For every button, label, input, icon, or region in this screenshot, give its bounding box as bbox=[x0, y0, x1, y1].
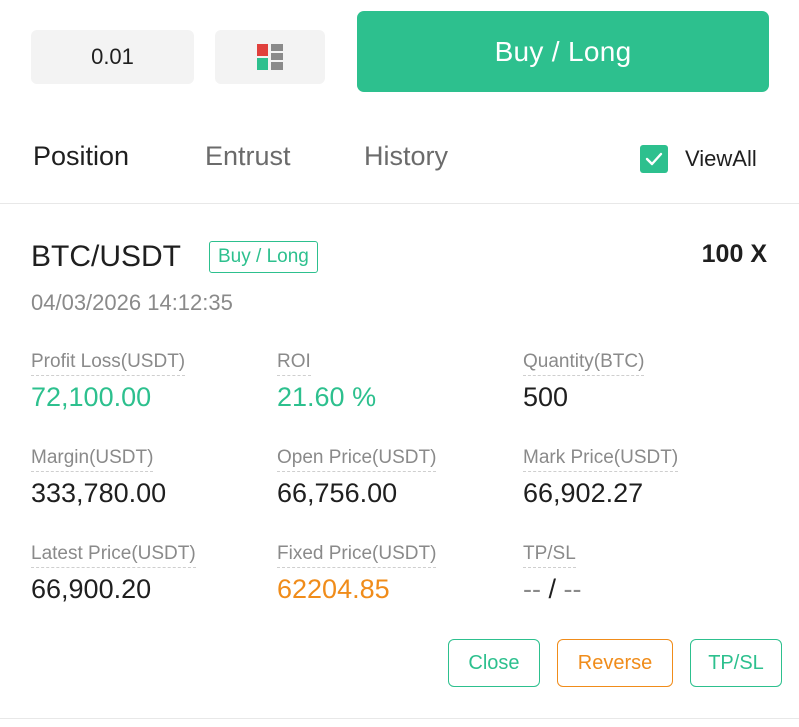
position-pair: BTC/USDT bbox=[31, 240, 181, 273]
tpsl-button[interactable]: TP/SL bbox=[690, 639, 782, 687]
view-all-toggle[interactable]: ViewAll bbox=[640, 144, 757, 174]
stat-value: 66,900.20 bbox=[31, 574, 152, 604]
leverage-value: 100 X bbox=[701, 240, 767, 268]
stat-label: Mark Price(USDT) bbox=[523, 447, 679, 472]
stat-value: 66,756.00 bbox=[277, 478, 398, 508]
quantity-input[interactable]: 0.01 bbox=[31, 30, 194, 84]
reverse-position-button[interactable]: Reverse bbox=[557, 639, 673, 687]
stat-value: 72,100.00 bbox=[31, 382, 152, 412]
tab-entrust[interactable]: Entrust bbox=[205, 141, 291, 171]
stat-label: Fixed Price(USDT) bbox=[277, 543, 437, 568]
stat-latest-price: Latest Price(USDT) 66,900.20 bbox=[31, 543, 196, 605]
checkmark-icon bbox=[645, 152, 663, 166]
stat-profit-loss: Profit Loss(USDT) 72,100.00 bbox=[31, 351, 186, 413]
stat-value: -- / -- bbox=[523, 574, 582, 605]
buy-long-button[interactable]: Buy / Long bbox=[357, 11, 769, 92]
stat-value: 62204.85 bbox=[277, 574, 390, 604]
tab-history[interactable]: History bbox=[364, 141, 449, 171]
stat-value: 500 bbox=[523, 382, 569, 412]
close-position-button[interactable]: Close bbox=[448, 639, 540, 687]
stat-label: Profit Loss(USDT) bbox=[31, 351, 186, 376]
stat-roi: ROI 21.60 % bbox=[277, 351, 376, 413]
order-book-layout-button[interactable] bbox=[215, 30, 325, 84]
stat-label: Margin(USDT) bbox=[31, 447, 154, 472]
stat-tpsl: TP/SL -- / -- bbox=[523, 543, 582, 605]
stat-label: Latest Price(USDT) bbox=[31, 543, 196, 568]
sl-value: -- bbox=[563, 574, 582, 604]
stat-label: Quantity(BTC) bbox=[523, 351, 645, 376]
stat-label: ROI bbox=[277, 351, 311, 376]
stat-value: 333,780.00 bbox=[31, 478, 167, 508]
tp-value: -- bbox=[523, 574, 541, 604]
order-book-layout-icon bbox=[257, 44, 283, 70]
stat-value: 66,902.27 bbox=[523, 478, 644, 508]
tpsl-separator: / bbox=[548, 574, 557, 604]
stat-label: Open Price(USDT) bbox=[277, 447, 437, 472]
position-side-badge: Buy / Long bbox=[209, 241, 318, 273]
stat-mark-price: Mark Price(USDT) 66,902.27 bbox=[523, 447, 679, 509]
stat-value: 21.60 % bbox=[277, 382, 377, 412]
stat-margin: Margin(USDT) 333,780.00 bbox=[31, 447, 166, 509]
stat-quantity: Quantity(BTC) 500 bbox=[523, 351, 645, 413]
position-timestamp: 04/03/2026 14:12:35 bbox=[31, 290, 233, 315]
view-all-checkbox[interactable] bbox=[640, 145, 668, 173]
stat-label: TP/SL bbox=[523, 543, 576, 568]
tab-position[interactable]: Position bbox=[33, 141, 130, 171]
card-bottom-divider bbox=[0, 718, 799, 719]
tabs-divider bbox=[0, 203, 799, 204]
quantity-value: 0.01 bbox=[91, 44, 134, 69]
stat-fixed-price: Fixed Price(USDT) 62204.85 bbox=[277, 543, 437, 605]
view-all-label: ViewAll bbox=[685, 146, 757, 171]
stat-open-price: Open Price(USDT) 66,756.00 bbox=[277, 447, 437, 509]
